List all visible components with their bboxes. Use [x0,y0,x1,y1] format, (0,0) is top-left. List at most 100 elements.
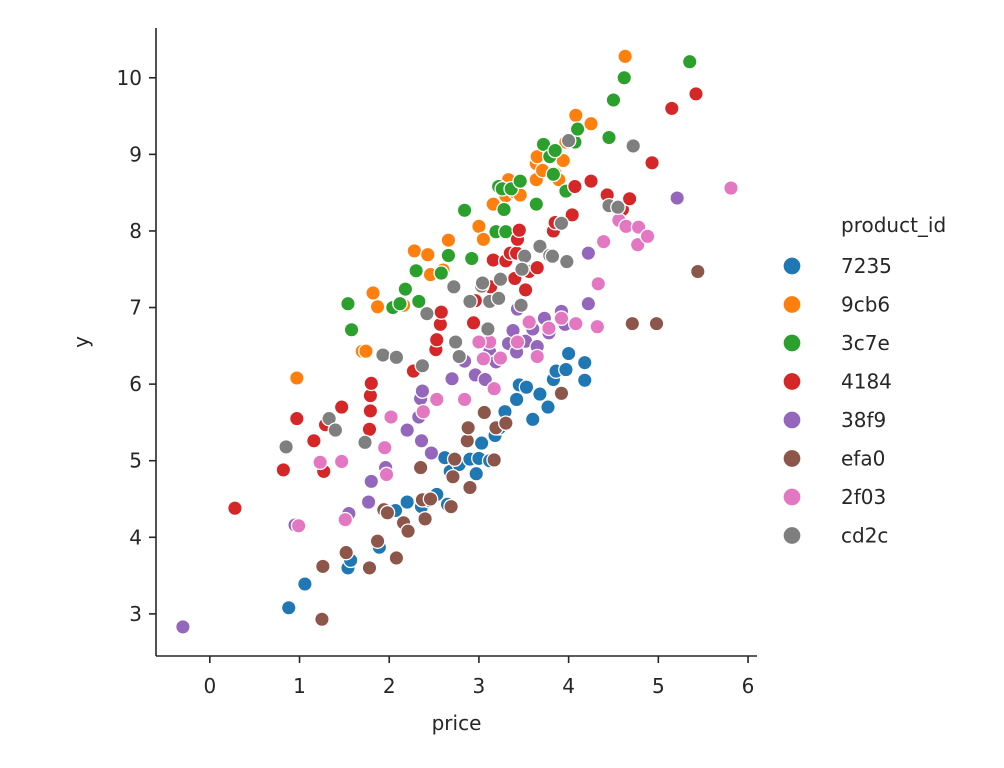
data-point-cd2c [278,439,294,455]
legend-marker [782,525,802,546]
data-point-2f03 [521,314,538,330]
data-point-efa0 [338,544,355,561]
legend-label: 9cb6 [841,293,890,317]
data-point-cd2c [553,215,570,232]
data-point-7235 [576,372,593,389]
data-point-4184 [361,421,378,438]
data-point-2f03 [553,310,570,327]
data-point-2f03 [475,350,492,367]
data-point-4184 [644,154,660,171]
data-point-2f03 [376,439,393,456]
data-point-7235 [473,435,490,451]
data-point-2f03 [428,391,445,408]
data-point-efa0 [624,315,641,332]
data-point-7235 [399,494,416,510]
y-ticks: 3 4 5 6 7 8 9 10 [117,66,156,626]
y-tick-label: 10 [117,66,142,90]
data-point-cd2c [451,348,468,365]
data-point-cd2c [513,297,529,314]
data-point-efa0 [443,498,459,515]
data-point-7235 [560,345,577,362]
legend-marker [782,294,802,315]
data-point-efa0 [314,558,331,575]
data-point-2f03 [456,391,473,408]
data-point-38f9 [363,473,380,490]
data-point-9cb6 [288,370,305,386]
data-point-7235 [518,379,535,396]
data-point-cd2c [625,138,642,154]
data-point-7235 [540,399,556,415]
data-point-efa0 [400,523,416,540]
data-point-38f9 [444,370,460,387]
data-point-efa0 [476,404,493,421]
data-point-38f9 [399,422,416,438]
legend-marker [782,487,802,507]
data-point-4184 [288,410,305,427]
data-point-cd2c [544,248,561,265]
data-point-4184 [227,500,243,517]
data-point-efa0 [497,415,514,432]
data-point-9cb6 [471,218,487,235]
data-point-7235 [297,576,313,592]
data-point-38f9 [413,432,430,449]
data-point-3c7e [569,121,586,137]
data-point-3c7e [440,247,457,264]
data-point-3c7e [547,142,564,159]
data-point-4184 [688,86,704,102]
data-point-9cb6 [475,231,492,248]
data-point-2f03 [471,334,487,350]
legend-marker [782,448,802,469]
data-point-cd2c [419,305,435,322]
data-point-efa0 [379,504,396,521]
data-point-efa0 [417,511,433,527]
y-tick-label: 9 [129,142,142,166]
data-point-4184 [583,173,599,190]
data-point-9cb6 [617,48,633,65]
data-point-4184 [428,331,445,348]
data-point-4184 [333,399,350,415]
data-point-2f03 [595,233,612,250]
legend-title: product_id [841,213,946,237]
data-point-4184 [529,259,546,276]
data-point-9cb6 [440,232,457,248]
data-point-efa0 [459,432,476,449]
data-point-cd2c [447,334,464,350]
x-tick-label: 2 [383,674,396,698]
data-point-2f03 [312,454,329,471]
x-tick-label: 6 [742,674,755,698]
data-point-2f03 [629,236,646,253]
y-tick-label: 8 [129,219,142,243]
legend-marker [782,410,802,430]
data-point-efa0 [388,550,405,566]
data-point-cd2c [388,349,405,366]
legend-marker [782,256,802,276]
data-point-4184 [363,375,380,392]
data-point-2f03 [492,350,509,366]
data-point-3c7e [463,250,480,267]
data-point-efa0 [553,385,570,402]
data-point-efa0 [412,459,429,476]
data-point-9cb6 [358,343,374,360]
legend-label: efa0 [841,447,885,471]
data-point-4184 [564,207,581,223]
data-point-3c7e [601,129,617,146]
data-point-3c7e [528,196,545,212]
legend-marker [782,333,802,353]
data-point-efa0 [648,315,665,332]
legend-label: 7235 [841,254,892,278]
data-point-efa0 [462,479,478,496]
data-point-2f03 [541,320,557,337]
data-point-2f03 [567,315,584,332]
x-ticks: 0 1 2 3 4 5 6 [203,656,754,698]
data-point-3c7e [343,321,360,338]
data-point-9cb6 [369,298,386,315]
data-point-efa0 [446,451,463,468]
data-point-3c7e [433,265,450,281]
data-point-38f9 [580,295,597,312]
data-point-7235 [576,354,593,371]
data-point-4184 [517,282,534,298]
data-point-cd2c [357,434,373,451]
data-points-layer [175,48,739,635]
legend-items: 7235 9cb6 3c7e 4184 38f9 efa0 2f03 cd2c [782,254,892,548]
data-point-cd2c [610,199,626,216]
